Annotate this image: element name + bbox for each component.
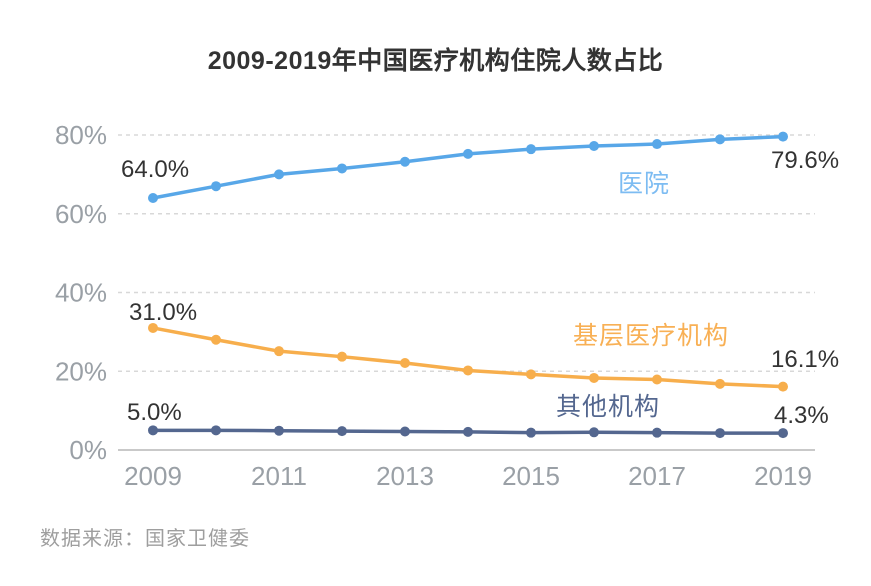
value-label-hospital-2009: 64.0% — [121, 156, 190, 183]
data-point — [715, 428, 725, 439]
x-tick-label: 2015 — [502, 461, 560, 491]
data-point — [652, 374, 662, 385]
data-point — [463, 148, 473, 159]
data-point — [715, 378, 725, 389]
data-point — [589, 372, 599, 383]
data-point — [148, 425, 158, 436]
data-point — [337, 351, 347, 362]
x-tick-label: 2009 — [124, 461, 182, 491]
data-point — [274, 425, 284, 436]
y-tick-label: 20% — [55, 356, 107, 386]
chart-title: 2009-2019年中国医疗机构住院人数占比 — [207, 47, 664, 75]
data-point — [589, 141, 599, 152]
source-note: 数据来源：国家卫健委 — [40, 528, 250, 550]
data-point — [778, 131, 788, 142]
data-point — [400, 156, 410, 167]
series-label-other: 其他机构 — [556, 393, 661, 421]
x-tick-label: 2011 — [251, 461, 307, 491]
data-point — [778, 428, 788, 439]
data-point — [652, 139, 662, 150]
y-tick-label: 40% — [55, 278, 107, 308]
data-point — [148, 322, 158, 333]
value-label-primary-2019: 16.1% — [771, 346, 840, 373]
value-label-other-2009: 5.0% — [127, 399, 182, 426]
data-point — [652, 427, 662, 438]
data-point — [526, 369, 536, 380]
data-point — [400, 426, 410, 437]
y-tick-label: 60% — [55, 199, 107, 229]
data-point — [526, 427, 536, 438]
data-point — [274, 169, 284, 180]
data-point — [211, 181, 221, 192]
data-point — [463, 365, 473, 376]
data-point — [211, 425, 221, 436]
data-point — [589, 427, 599, 438]
x-tick-label: 2013 — [376, 461, 434, 491]
data-point — [211, 334, 221, 345]
data-point — [526, 144, 536, 155]
value-label-hospital-2019: 79.6% — [771, 147, 840, 174]
data-point — [400, 357, 410, 368]
data-point — [337, 163, 347, 174]
data-point — [337, 426, 347, 437]
x-tick-label: 2017 — [628, 461, 686, 491]
data-point — [463, 426, 473, 437]
data-point — [274, 346, 284, 357]
series-label-hospital: 医院 — [618, 170, 671, 198]
x-tick-label: 2019 — [754, 461, 812, 491]
data-point — [778, 381, 788, 392]
series-line-0 — [151, 134, 785, 200]
value-label-other-2019: 4.3% — [774, 402, 829, 429]
y-tick-label: 80% — [55, 120, 107, 150]
y-tick-label: 0% — [69, 435, 107, 465]
data-point — [148, 193, 158, 203]
data-point — [715, 134, 725, 145]
series-label-primary: 基层医疗机构 — [573, 322, 730, 350]
value-label-primary-2009: 31.0% — [129, 299, 198, 326]
